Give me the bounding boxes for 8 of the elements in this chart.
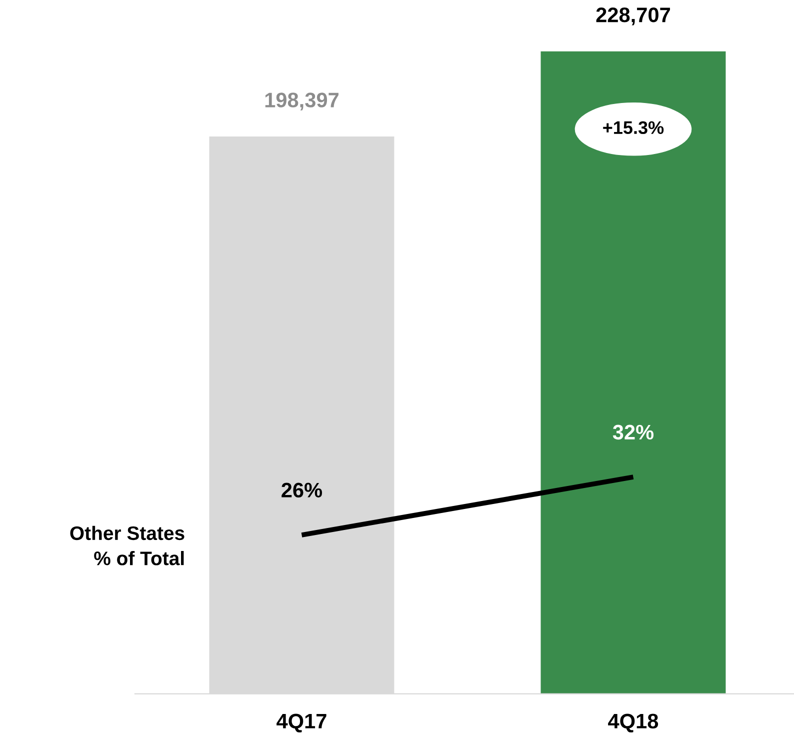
x-tick-label: 4Q17 bbox=[276, 714, 326, 732]
data-label: 198,397 bbox=[265, 92, 338, 110]
annotation: +15.3% bbox=[603, 121, 664, 134]
data-label: 32% bbox=[612, 424, 654, 440]
x-tick-label: 4Q18 bbox=[608, 714, 658, 732]
text: Other States % of Total bbox=[70, 526, 184, 566]
data-label: 228,707 bbox=[596, 8, 670, 26]
data-label: 26% bbox=[282, 482, 322, 498]
